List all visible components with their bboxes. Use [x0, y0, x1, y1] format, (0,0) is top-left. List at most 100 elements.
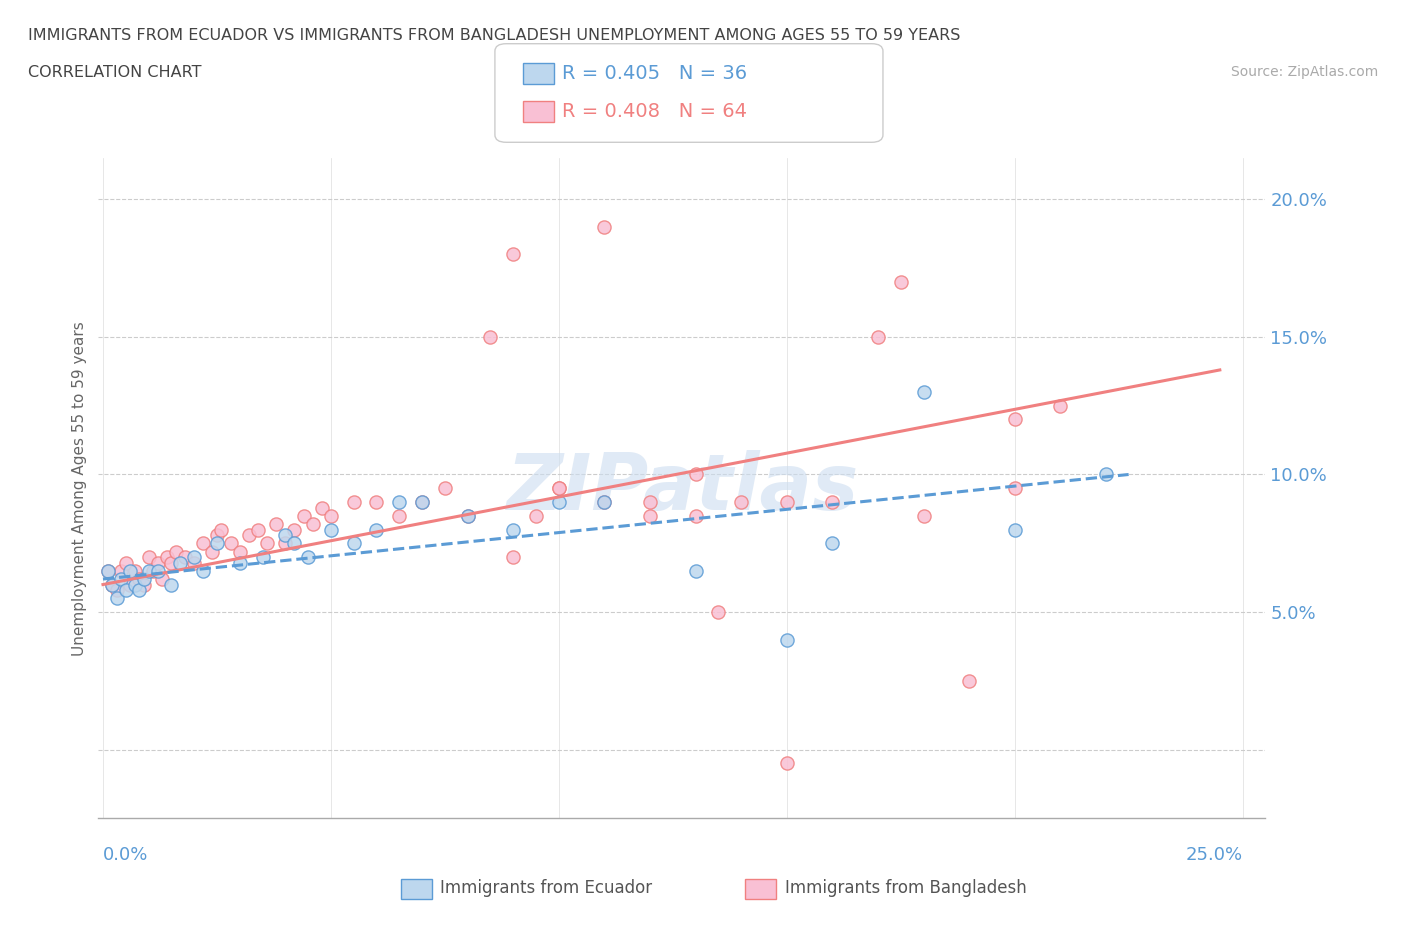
Point — [776, 495, 799, 510]
Point — [1049, 398, 1071, 413]
Text: Source: ZipAtlas.com: Source: ZipAtlas.com — [1230, 65, 1378, 79]
Point — [128, 572, 150, 587]
Point — [457, 509, 479, 524]
Point — [205, 536, 228, 551]
Point — [821, 536, 844, 551]
Point — [193, 536, 215, 551]
Point — [547, 495, 569, 510]
Point — [685, 509, 707, 524]
Point — [160, 555, 183, 570]
Point — [132, 578, 155, 592]
Point — [146, 555, 169, 570]
Point — [388, 495, 411, 510]
Point — [160, 578, 183, 592]
Point — [292, 509, 315, 524]
Point — [479, 329, 502, 344]
Text: IMMIGRANTS FROM ECUADOR VS IMMIGRANTS FROM BANGLADESH UNEMPLOYMENT AMONG AGES 55: IMMIGRANTS FROM ECUADOR VS IMMIGRANTS FR… — [28, 28, 960, 43]
Text: R = 0.405   N = 36: R = 0.405 N = 36 — [562, 64, 748, 83]
Point — [183, 550, 205, 565]
Point — [912, 384, 935, 399]
Point — [229, 544, 252, 559]
Point — [547, 481, 569, 496]
Point — [169, 555, 191, 570]
Point — [411, 495, 433, 510]
Text: 25.0%: 25.0% — [1185, 846, 1243, 864]
Point — [866, 329, 889, 344]
Point — [124, 578, 146, 592]
Point — [142, 564, 165, 578]
Point — [256, 536, 278, 551]
Point — [593, 495, 616, 510]
Point — [502, 522, 524, 537]
Point — [366, 495, 388, 510]
Text: Immigrants from Bangladesh: Immigrants from Bangladesh — [785, 879, 1026, 897]
Point — [193, 564, 215, 578]
Point — [246, 522, 269, 537]
Point — [821, 495, 844, 510]
Point — [411, 495, 433, 510]
Point — [165, 544, 187, 559]
Point — [274, 536, 297, 551]
Point — [388, 509, 411, 524]
Point — [229, 555, 252, 570]
Point — [146, 564, 169, 578]
Text: CORRELATION CHART: CORRELATION CHART — [28, 65, 201, 80]
Point — [219, 536, 242, 551]
Point — [638, 495, 661, 510]
Point — [283, 536, 305, 551]
Point — [547, 481, 569, 496]
Point — [120, 564, 142, 578]
Text: ZIPatlas: ZIPatlas — [506, 450, 858, 526]
Point — [297, 550, 319, 565]
Point — [110, 564, 132, 578]
Point — [593, 495, 616, 510]
Point — [776, 632, 799, 647]
Point — [101, 578, 124, 592]
Point — [524, 509, 547, 524]
Point — [105, 582, 128, 597]
Point — [132, 572, 155, 587]
Point — [238, 527, 260, 542]
Point — [150, 572, 173, 587]
Point — [205, 527, 228, 542]
Point — [343, 536, 366, 551]
Point — [502, 247, 524, 262]
Point — [343, 495, 366, 510]
Point — [211, 522, 233, 537]
Point — [457, 509, 479, 524]
Point — [301, 516, 323, 531]
Text: Immigrants from Ecuador: Immigrants from Ecuador — [440, 879, 652, 897]
Point — [1095, 467, 1118, 482]
Point — [685, 564, 707, 578]
Point — [110, 572, 132, 587]
Point — [1004, 522, 1026, 537]
Point — [730, 495, 752, 510]
Point — [502, 550, 524, 565]
Point — [433, 481, 456, 496]
Point — [264, 516, 287, 531]
Point — [174, 550, 197, 565]
Point — [274, 527, 297, 542]
Point — [283, 522, 305, 537]
Point — [96, 564, 118, 578]
Point — [252, 550, 274, 565]
Point — [638, 509, 661, 524]
Point — [105, 591, 128, 605]
Point — [707, 604, 730, 619]
Point — [776, 756, 799, 771]
Point — [685, 467, 707, 482]
Point — [1004, 412, 1026, 427]
Point — [366, 522, 388, 537]
Point — [156, 550, 179, 565]
Point — [114, 555, 136, 570]
Point — [1004, 481, 1026, 496]
Point — [890, 274, 912, 289]
Point — [124, 564, 146, 578]
Point — [319, 522, 342, 537]
Point — [319, 509, 342, 524]
Y-axis label: Unemployment Among Ages 55 to 59 years: Unemployment Among Ages 55 to 59 years — [72, 321, 87, 656]
Point — [101, 578, 124, 592]
Point — [183, 555, 205, 570]
Point — [311, 500, 333, 515]
Point — [912, 509, 935, 524]
